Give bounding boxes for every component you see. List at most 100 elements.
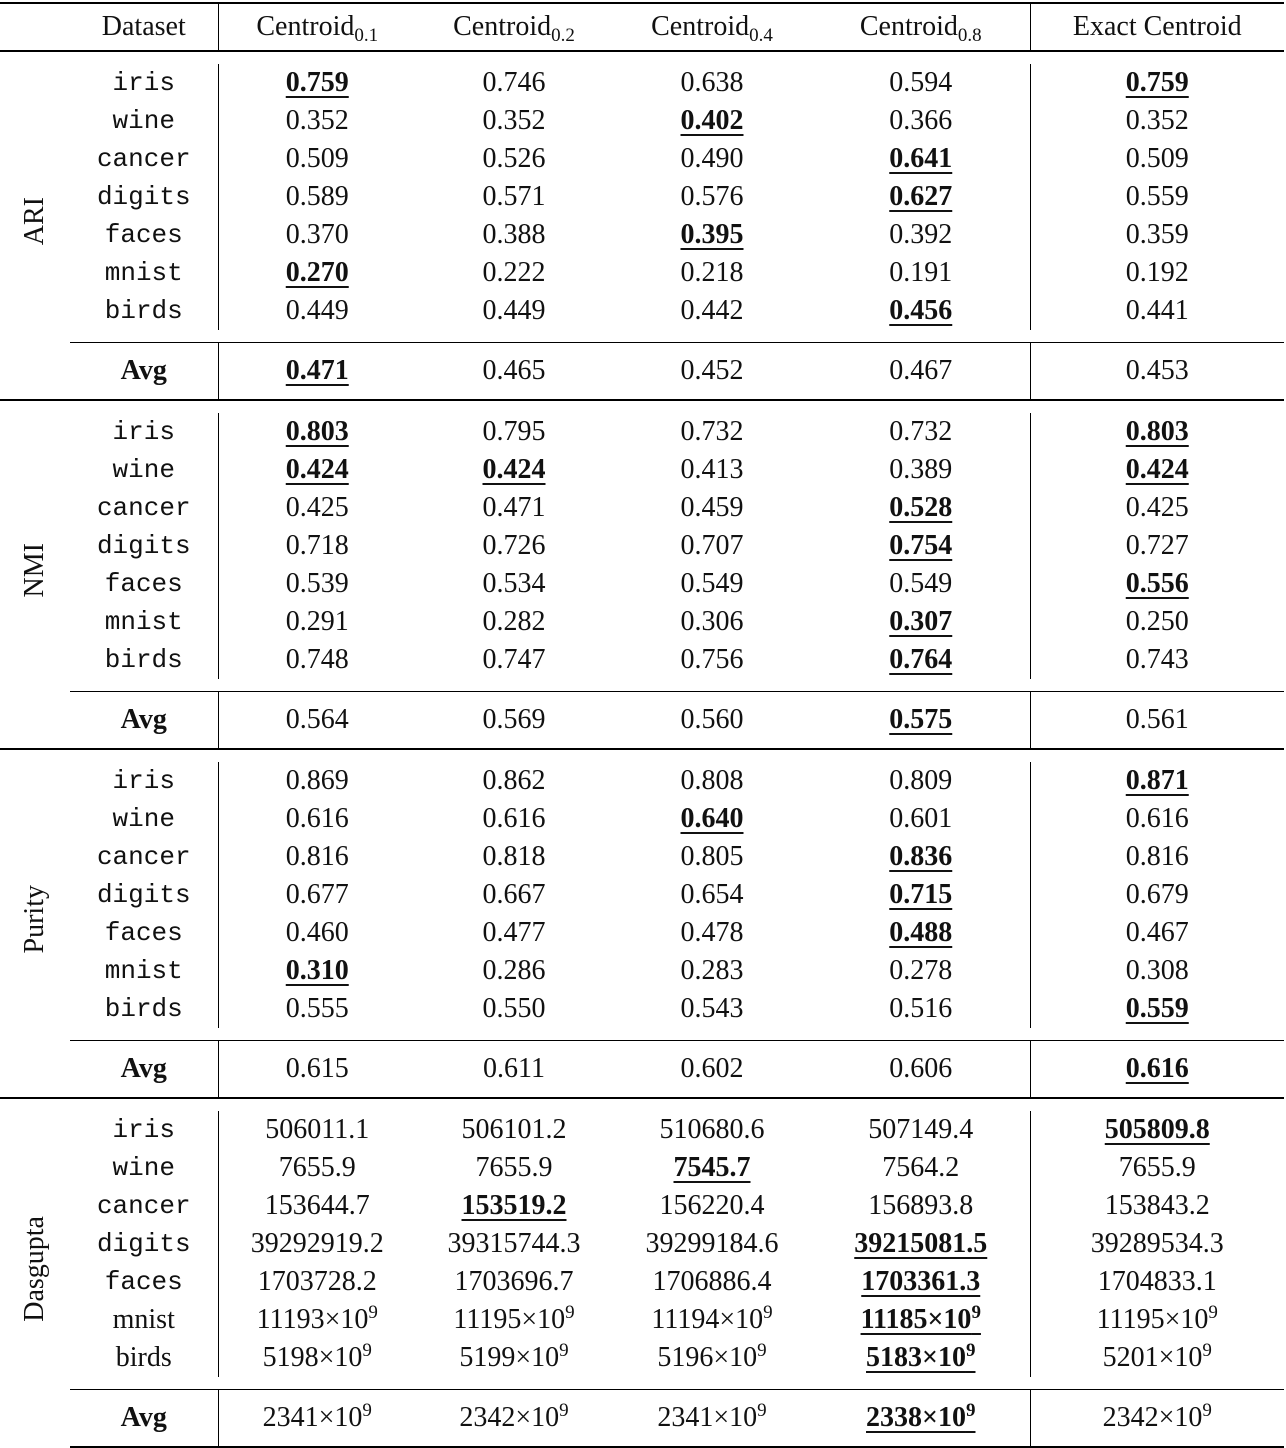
value: 0.467 [1126,917,1189,948]
value-cell: 0.478 [612,914,812,952]
dataset-cell: wine [70,102,219,140]
cell-text: 0.442 [680,295,744,326]
cell-text: 156893.8 [868,1190,974,1221]
data-row: cancer 0.509 0.526 0.490 0.641 0.509 [0,140,1284,178]
dataset-cell: iris [70,1111,219,1149]
cell-text: 0.816 [285,841,349,872]
value: 0.550 [483,993,546,1024]
cell-text: 153519.2 [461,1190,567,1221]
cell-text: 0.803 [285,416,349,447]
dataset-cell: cancer [70,140,219,178]
cell-text: 0.526 [482,143,546,174]
value: 5183×109 [866,1341,975,1373]
value: 0.756 [681,644,744,675]
superscript: 9 [565,1302,575,1323]
spacer-row [0,1377,1284,1390]
value: 39292919.2 [251,1228,384,1259]
value-cell: 153519.2 [416,1187,612,1225]
cell-text: 0.222 [482,257,546,288]
value-cell: 0.425 [1030,489,1284,527]
value: 0.805 [681,841,744,872]
cell-text: Centroid [256,11,355,42]
dataset-cell: wine [70,451,219,489]
cell-text: 0.809 [889,765,953,796]
value: 0.471 [483,492,546,523]
header-cell: Exact Centroid [1030,2,1284,52]
cell-text: 0.307 [889,606,953,637]
cell-text: 0.359 [1125,219,1189,250]
cell-text: 0.278 [889,955,953,986]
cell-text: 11194×10 [651,1304,764,1335]
value-cell: 0.715 [812,876,1031,914]
value: 2341×109 [263,1400,372,1433]
cell-text: 0.743 [1125,644,1189,675]
value: 11194×109 [651,1303,772,1335]
superscript: 9 [559,1400,569,1421]
spacer [70,330,1284,343]
value-cell: 505809.8 [1030,1111,1284,1149]
dataset-cell: mnist [70,952,219,990]
value-cell: 39292919.2 [218,1225,416,1263]
subscript: 0.2 [551,25,575,46]
value: 0.759 [286,67,349,98]
value: 11193×109 [257,1303,378,1335]
data-row: birds 0.449 0.449 0.442 0.456 0.441 [0,292,1284,330]
value: 0.754 [889,530,952,561]
value: 0.564 [286,704,349,735]
cell-text: 0.715 [889,879,953,910]
value-cell: 0.641 [812,140,1031,178]
value: 7655.9 [1119,1152,1196,1183]
value-cell: 0.308 [1030,952,1284,990]
superscript: 9 [362,1400,372,1421]
cell-text: 0.747 [482,644,546,675]
value: 0.727 [1126,530,1189,561]
cell-text: 0.459 [680,492,744,523]
header-cell: Centroid0.1 [218,2,416,52]
data-row: wine 0.616 0.616 0.640 0.601 0.616 [0,800,1284,838]
cell-text: 0.576 [680,181,744,212]
value-cell: 39215081.5 [812,1225,1031,1263]
value: 0.477 [483,917,546,948]
dataset-cell: digits [70,1225,219,1263]
header-cell: Centroid0.4 [612,2,812,52]
spacer [70,1377,1284,1390]
value: 0.310 [286,955,349,986]
value: 0.594 [889,67,952,98]
dataset-cell: birds [70,990,219,1028]
value-cell: 0.449 [218,292,416,330]
value-cell: 0.589 [218,178,416,216]
value: 0.424 [1126,454,1189,485]
cell-text: 0.818 [482,841,546,872]
value: 0.509 [1126,143,1189,174]
value-cell: 0.550 [416,990,612,1028]
value-cell: 0.748 [218,641,416,679]
cell-text: 0.718 [285,530,349,561]
value: 0.286 [483,955,546,986]
cell-text: 0.746 [482,67,546,98]
metric-cell: NMI [0,399,70,749]
value: 39315744.3 [448,1228,581,1259]
dataset-cell: mnist [70,1301,219,1339]
dataset-cell: iris [70,64,219,102]
value: 0.569 [483,704,546,735]
cell-text: 0.748 [285,644,349,675]
value-cell: 0.638 [612,64,812,102]
spacer-row: ARI [0,50,1284,400]
value-cell: 0.424 [1030,451,1284,489]
cell-text: 0.559 [1125,993,1189,1024]
value: 7545.7 [674,1152,751,1183]
value: 0.615 [286,1053,349,1084]
value: 0.490 [681,143,744,174]
value: 0.465 [483,355,546,386]
cell-text: 0.308 [1125,955,1189,986]
cell-text: 0.795 [482,416,546,447]
cell-text: 0.564 [285,704,349,735]
value: 0.871 [1126,765,1189,796]
value-cell: 0.222 [416,254,612,292]
spacer-row [0,330,1284,343]
cell-text: 0.286 [482,955,546,986]
cell-text: 505809.8 [1104,1114,1210,1145]
value: 0.869 [286,765,349,796]
value: 1706886.4 [653,1266,772,1297]
cell-text: 0.392 [889,219,953,250]
